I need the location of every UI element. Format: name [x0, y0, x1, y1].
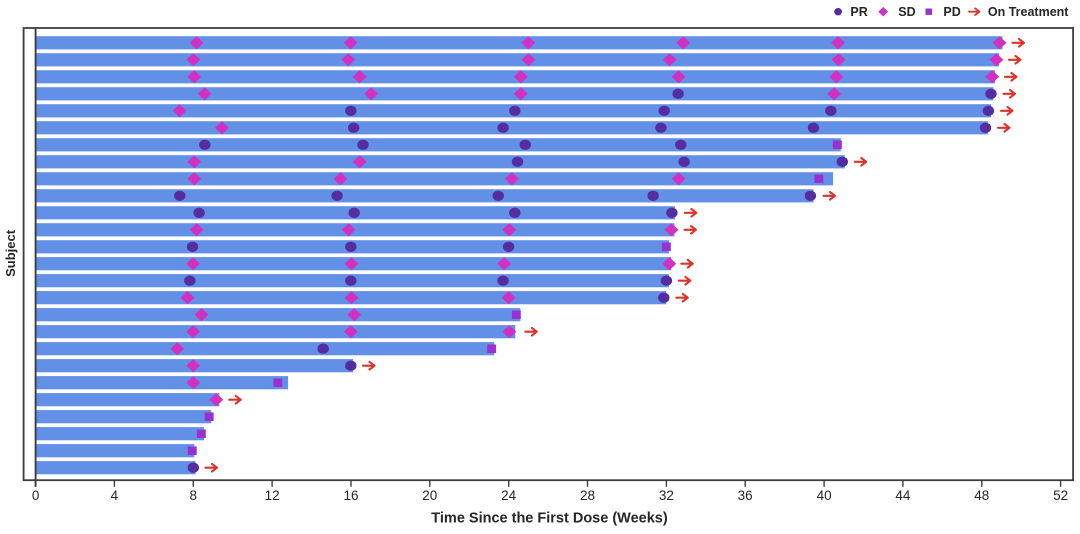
svg-text:12: 12 — [265, 488, 280, 503]
svg-text:32: 32 — [659, 488, 674, 503]
svg-text:0: 0 — [32, 488, 40, 503]
svg-text:20: 20 — [422, 488, 437, 503]
svg-text:Time Since the First Dose (Wee: Time Since the First Dose (Weeks) — [431, 510, 668, 526]
svg-text:PD: PD — [943, 5, 960, 19]
svg-text:24: 24 — [501, 488, 517, 503]
svg-text:On Treatment: On Treatment — [988, 5, 1069, 19]
svg-text:40: 40 — [817, 488, 832, 503]
svg-text:48: 48 — [974, 488, 989, 503]
svg-text:52: 52 — [1053, 488, 1068, 503]
svg-text:28: 28 — [580, 488, 595, 503]
svg-text:PR: PR — [850, 5, 867, 19]
svg-text:Subject: Subject — [3, 229, 18, 277]
svg-text:36: 36 — [738, 488, 753, 503]
svg-text:44: 44 — [895, 488, 911, 503]
svg-text:8: 8 — [190, 488, 198, 503]
svg-text:SD: SD — [898, 5, 915, 19]
svg-text:4: 4 — [111, 488, 119, 503]
svg-text:16: 16 — [343, 488, 358, 503]
